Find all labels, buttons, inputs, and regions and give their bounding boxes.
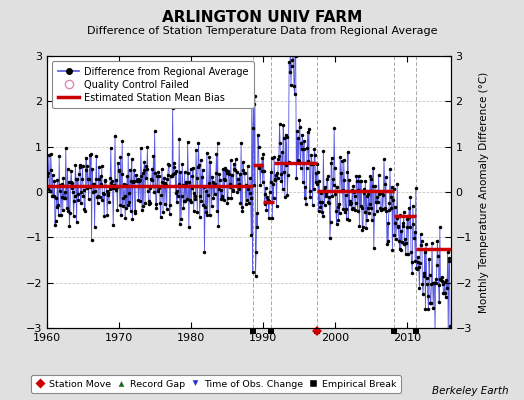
Text: Difference of Station Temperature Data from Regional Average: Difference of Station Temperature Data f…: [87, 26, 437, 36]
Legend: Station Move, Record Gap, Time of Obs. Change, Empirical Break: Station Move, Record Gap, Time of Obs. C…: [31, 375, 401, 393]
Y-axis label: Monthly Temperature Anomaly Difference (°C): Monthly Temperature Anomaly Difference (…: [479, 71, 489, 313]
Legend: Difference from Regional Average, Quality Control Failed, Estimated Station Mean: Difference from Regional Average, Qualit…: [52, 61, 255, 108]
Text: Berkeley Earth: Berkeley Earth: [432, 386, 508, 396]
Text: ARLINGTON UNIV FARM: ARLINGTON UNIV FARM: [162, 10, 362, 25]
